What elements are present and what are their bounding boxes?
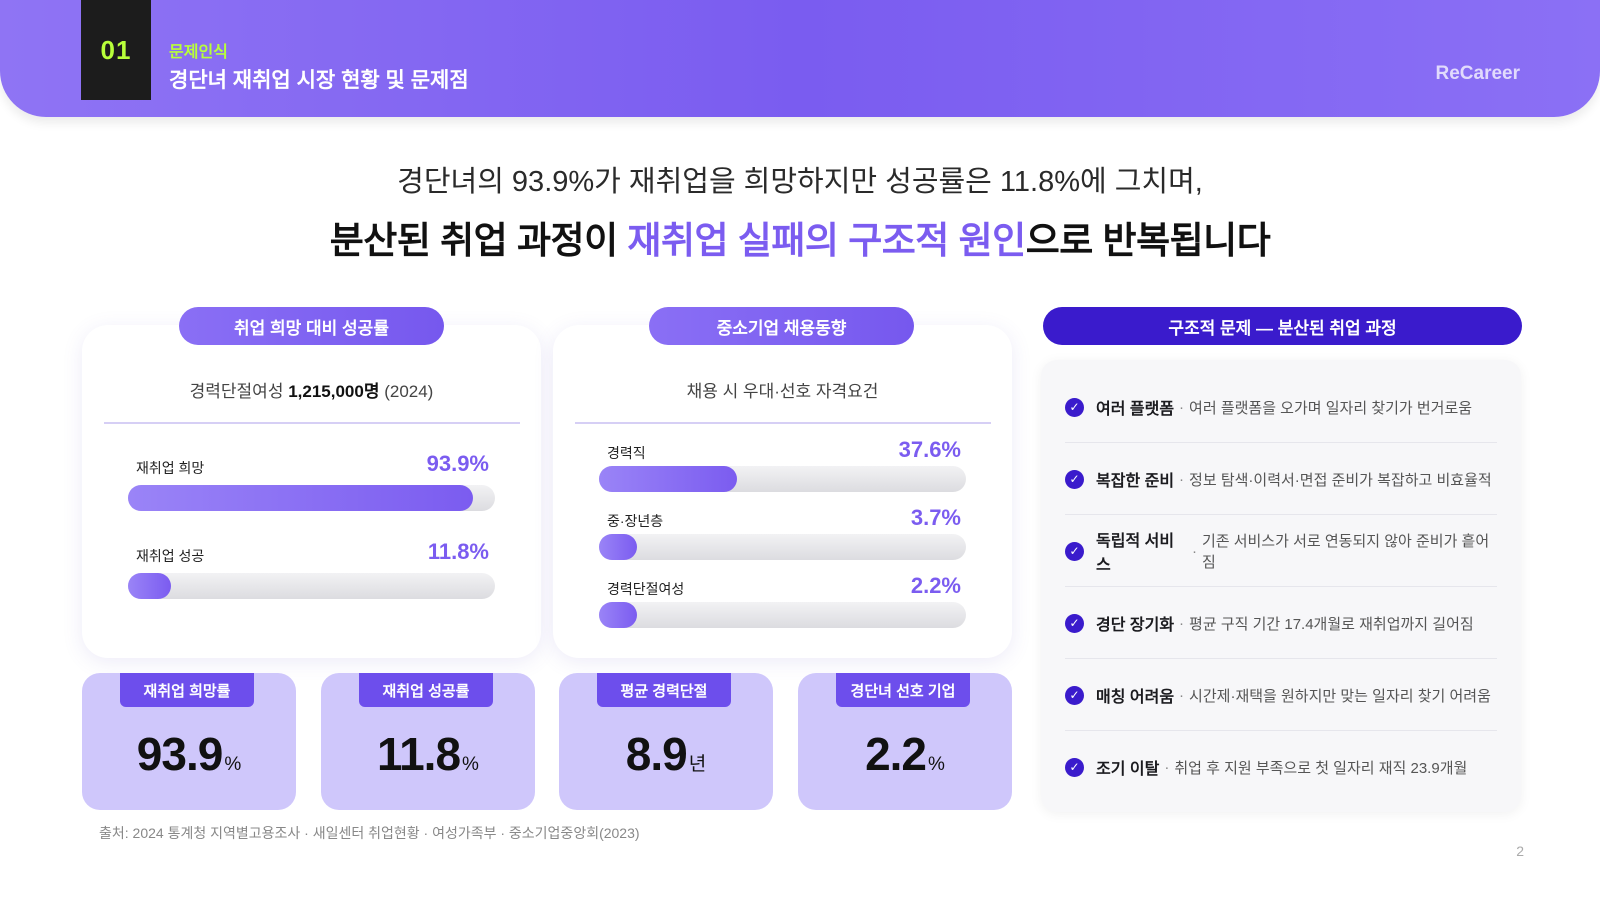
source-note: 출처: 2024 통계청 지역별고용조사 · 새일센터 취업현황 · 여성가족부… [99,825,640,841]
problem-desc: 평균 구직 기간 17.4개월로 재취업까지 길어짐 [1189,615,1474,633]
bar-track [128,573,495,599]
list-item: ✓ 복잡한 준비 · 정보 탐색·이력서·면접 준비가 복잡하고 비효율적 [1065,444,1497,515]
list-item: ✓ 조기 이탈 · 취업 후 지원 부족으로 첫 일자리 재직 23.9개월 [1065,732,1497,802]
headline-line1: 경단녀의 93.9%가 재취업을 희망하지만 성공률은 11.8%에 그치며, [397,166,1203,198]
bar-value: 11.8% [427,539,489,564]
stat-card: 경단녀 선호 기업 2.2% [798,673,1012,810]
problems-title-pill: 구조적 문제 — 분산된 취업 과정 [1043,307,1522,345]
problem-desc: 여러 플랫폼을 오가며 일자리 찾기가 번거로움 [1189,399,1473,417]
problem-title: 조기 이탈 [1096,761,1160,778]
headline-line2-after: 으로 반복됩니다 [1025,220,1271,261]
bar-fill [599,466,737,492]
panel2-divider [575,422,991,424]
bar-track [599,602,966,628]
problem-title: 독립적 서비스 [1096,533,1175,574]
bar-fill [128,485,473,511]
headline-line2-before: 분산된 취업 과정이 [329,220,628,261]
separator: · [1179,614,1185,632]
stat-unit: % [224,754,242,775]
separator: · [1164,758,1170,776]
list-item: ✓ 경단 장기화 · 평균 구직 기간 17.4개월로 재취업까지 길어짐 [1065,588,1497,659]
stat-unit: 년 [688,754,707,775]
stat-card: 평균 경력단절 8.9 년 [559,673,773,810]
stat-tag: 재취업 희망률 [120,673,254,707]
stat-value: 11.8% [321,727,535,781]
problem-title: 여러 플랫폼 [1096,401,1175,418]
bar-label: 재취업 희망 [136,460,205,476]
bar-track [599,534,966,560]
problem-title: 매칭 어려움 [1096,689,1175,706]
problem-desc: 기존 서비스가 서로 연동되지 않아 준비가 흩어짐 [1201,533,1490,571]
headline-line2-accent: 재취업 실패의 구조적 원인 [627,220,1026,261]
bar-value: 3.7% [910,505,961,530]
problem-desc: 취업 후 지원 부족으로 첫 일자리 재직 23.9개월 [1174,759,1468,777]
panel1-divider [104,422,520,424]
check-icon: ✓ [1065,757,1084,777]
header-bar: 01 문제인식 경단녀 재취업 시장 현황 및 문제점 ReCareer [0,0,1600,117]
bar-track [128,485,495,511]
separator: · [1179,398,1185,416]
panel1-title-pill: 취업 희망 대비 성공률 [179,307,444,345]
stat-tag: 재취업 성공률 [359,673,493,707]
bar-label: 경력단절여성 [607,581,685,597]
page-number: 2 [1516,843,1524,859]
list-item: ✓ 여러 플랫폼 · 여러 플랫폼을 오가며 일자리 찾기가 번거로움 [1065,372,1497,443]
problem-title: 경단 장기화 [1096,617,1175,634]
stat-tag: 평균 경력단절 [597,673,731,707]
panel1-subtitle: 경력단절여성 1,215,000명 (2024) [189,382,434,401]
separator: · [1179,470,1185,488]
success-rate-panel: 경력단절여성 1,215,000명 (2024) 재취업 희망 93.9% 재취… [82,325,541,658]
check-icon: ✓ [1065,397,1084,417]
list-item: ✓ 매칭 어려움 · 시간제·재택을 원하지만 맞는 일자리 찾기 어려움 [1065,660,1497,731]
stat-card: 재취업 성공률 11.8% [321,673,535,810]
stat-unit: % [462,754,479,775]
stat-number: 11.8 [377,728,461,780]
stat-card: 재취업 희망률 93.9% [82,673,296,810]
stat-number: 2.2 [865,728,927,780]
problem-desc: 시간제·재택을 원하지만 맞는 일자리 찾기 어려움 [1189,687,1491,705]
stat-value: 8.9 년 [559,727,773,781]
list-item: ✓ 독립적 서비스 · 기존 서비스가 서로 연동되지 않아 준비가 흩어짐 [1065,516,1497,587]
section-category: 문제인식 [169,44,228,61]
check-icon: ✓ [1065,685,1084,705]
bar-fill [599,602,637,628]
panel2-subtitle: 채용 시 우대·선호 자격요건 [686,382,879,401]
stat-number: 8.9 [625,728,688,780]
section-number: 01 [81,0,151,100]
check-icon: ✓ [1065,613,1084,633]
separator: · [1179,686,1185,704]
separator: · [1191,542,1197,560]
problem-title: 복잡한 준비 [1096,473,1175,490]
stat-tag: 경단녀 선호 기업 [836,673,970,707]
check-icon: ✓ [1065,541,1084,561]
bar-fill [128,573,172,599]
section-title: 경단녀 재취업 시장 현황 및 문제점 [169,69,469,92]
bar-label: 중·장년층 [607,513,664,529]
stat-value: 93.9% [82,727,296,781]
headline-line2: 분산된 취업 과정이 재취업 실패의 구조적 원인으로 반복됩니다 [0,210,1600,264]
bar-value: 93.9% [426,451,489,476]
sme-hiring-panel: 채용 시 우대·선호 자격요건 경력직 37.6% 중·장년층 3.7% 경력단… [553,325,1012,658]
stat-unit: % [928,754,945,775]
stat-value: 2.2% [798,727,1012,781]
stat-number: 93.9 [136,728,224,780]
check-icon: ✓ [1065,469,1084,489]
bar-label: 경력직 [607,445,646,461]
bar-label: 재취업 성공 [136,548,205,564]
problems-list: ✓ 여러 플랫폼 · 여러 플랫폼을 오가며 일자리 찾기가 번거로움 ✓ 복잡한 … [1041,360,1521,812]
brand-logo: ReCareer [1435,63,1521,84]
bar-track [599,466,966,492]
panel2-title-pill: 중소기업 채용동향 [649,307,914,345]
bar-value: 37.6% [898,437,961,462]
bar-fill [599,534,637,560]
problem-desc: 정보 탐색·이력서·면접 준비가 복잡하고 비효율적 [1189,471,1492,489]
bar-value: 2.2% [910,573,961,598]
